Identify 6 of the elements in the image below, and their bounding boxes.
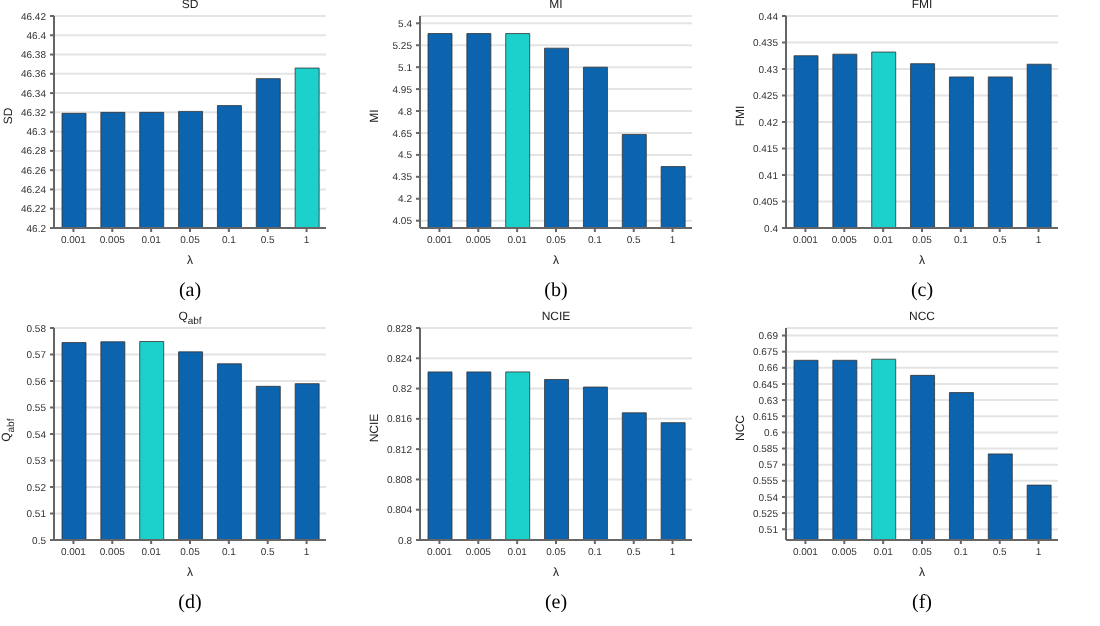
text: (b) <box>542 280 570 302</box>
text: (e) <box>542 592 570 614</box>
text: (d) <box>176 592 204 614</box>
text: (a) <box>176 280 204 302</box>
text: (c) <box>908 280 936 302</box>
text: (f) <box>910 592 934 614</box>
